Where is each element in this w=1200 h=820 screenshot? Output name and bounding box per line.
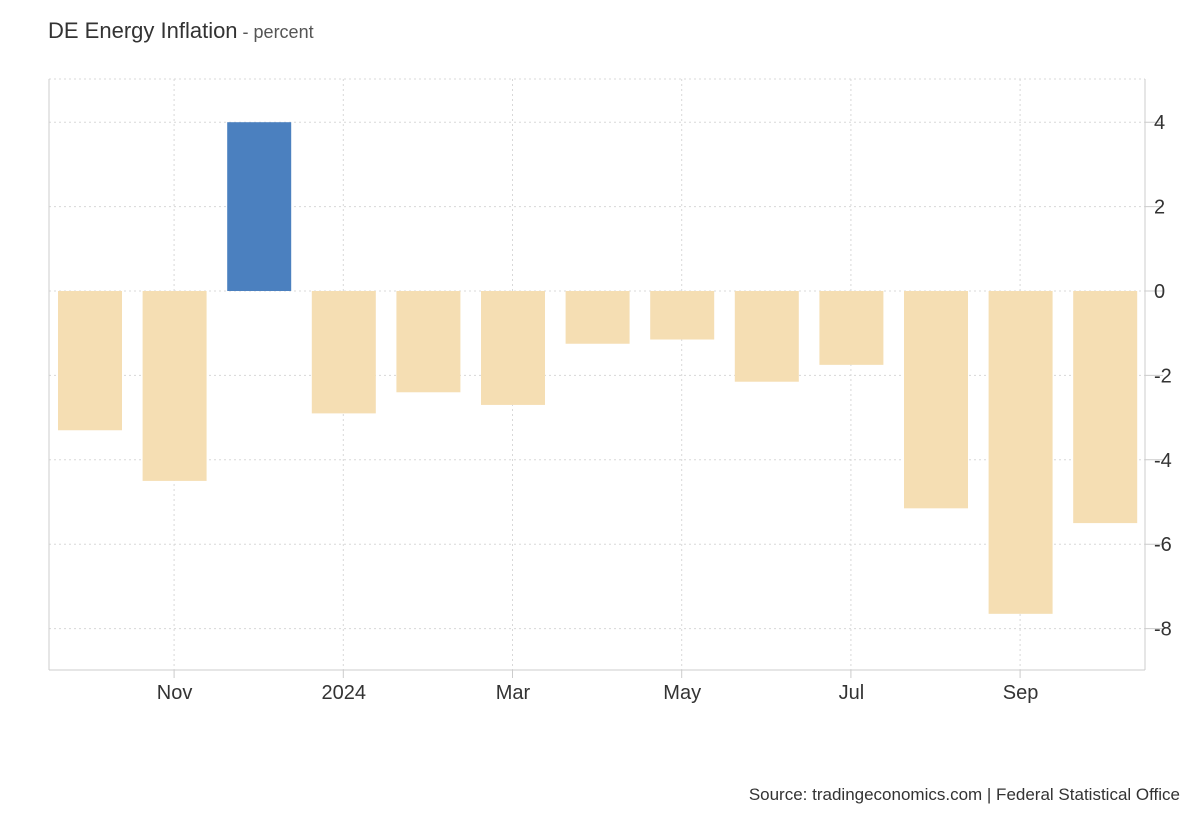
bar-2023-10 [58, 291, 122, 431]
bar-2023-11 [142, 291, 207, 481]
y-tick-label: 4 [1154, 112, 1165, 134]
x-tick-label: Jul [839, 682, 865, 704]
bar-2024-09 [988, 291, 1053, 614]
x-tick-label: May [663, 682, 701, 704]
x-tick-label: Mar [496, 682, 531, 704]
y-tick-label: 2 [1154, 197, 1165, 219]
x-tick-label: 2024 [322, 682, 367, 704]
chart-title: DE Energy Inflation - percent [48, 18, 314, 44]
x-tick-label: Nov [157, 682, 193, 704]
y-tick-label: -8 [1154, 619, 1172, 641]
chart-title-unit: - percent [237, 22, 314, 42]
bar-2024-06 [734, 291, 799, 382]
bar-2024-03 [481, 291, 545, 405]
y-tick-label: -2 [1154, 365, 1172, 387]
y-tick-label: -4 [1154, 450, 1172, 472]
y-tick-label: 0 [1154, 281, 1165, 303]
bar-2024-01 [311, 291, 376, 414]
bar-2024-05 [650, 291, 715, 340]
bar-2023-12 [227, 122, 292, 291]
bar-2024-04 [565, 291, 630, 344]
bar-2024-07 [819, 291, 884, 365]
bar-2024-02 [396, 291, 461, 393]
source-attribution: Source: tradingeconomics.com | Federal S… [748, 785, 1180, 804]
bar-2024-08 [904, 291, 968, 509]
bar-2024-10 [1073, 291, 1138, 524]
y-tick-label: -6 [1154, 534, 1172, 556]
x-tick-label: Sep [1003, 682, 1039, 704]
chart-title-main: DE Energy Inflation [48, 18, 238, 43]
